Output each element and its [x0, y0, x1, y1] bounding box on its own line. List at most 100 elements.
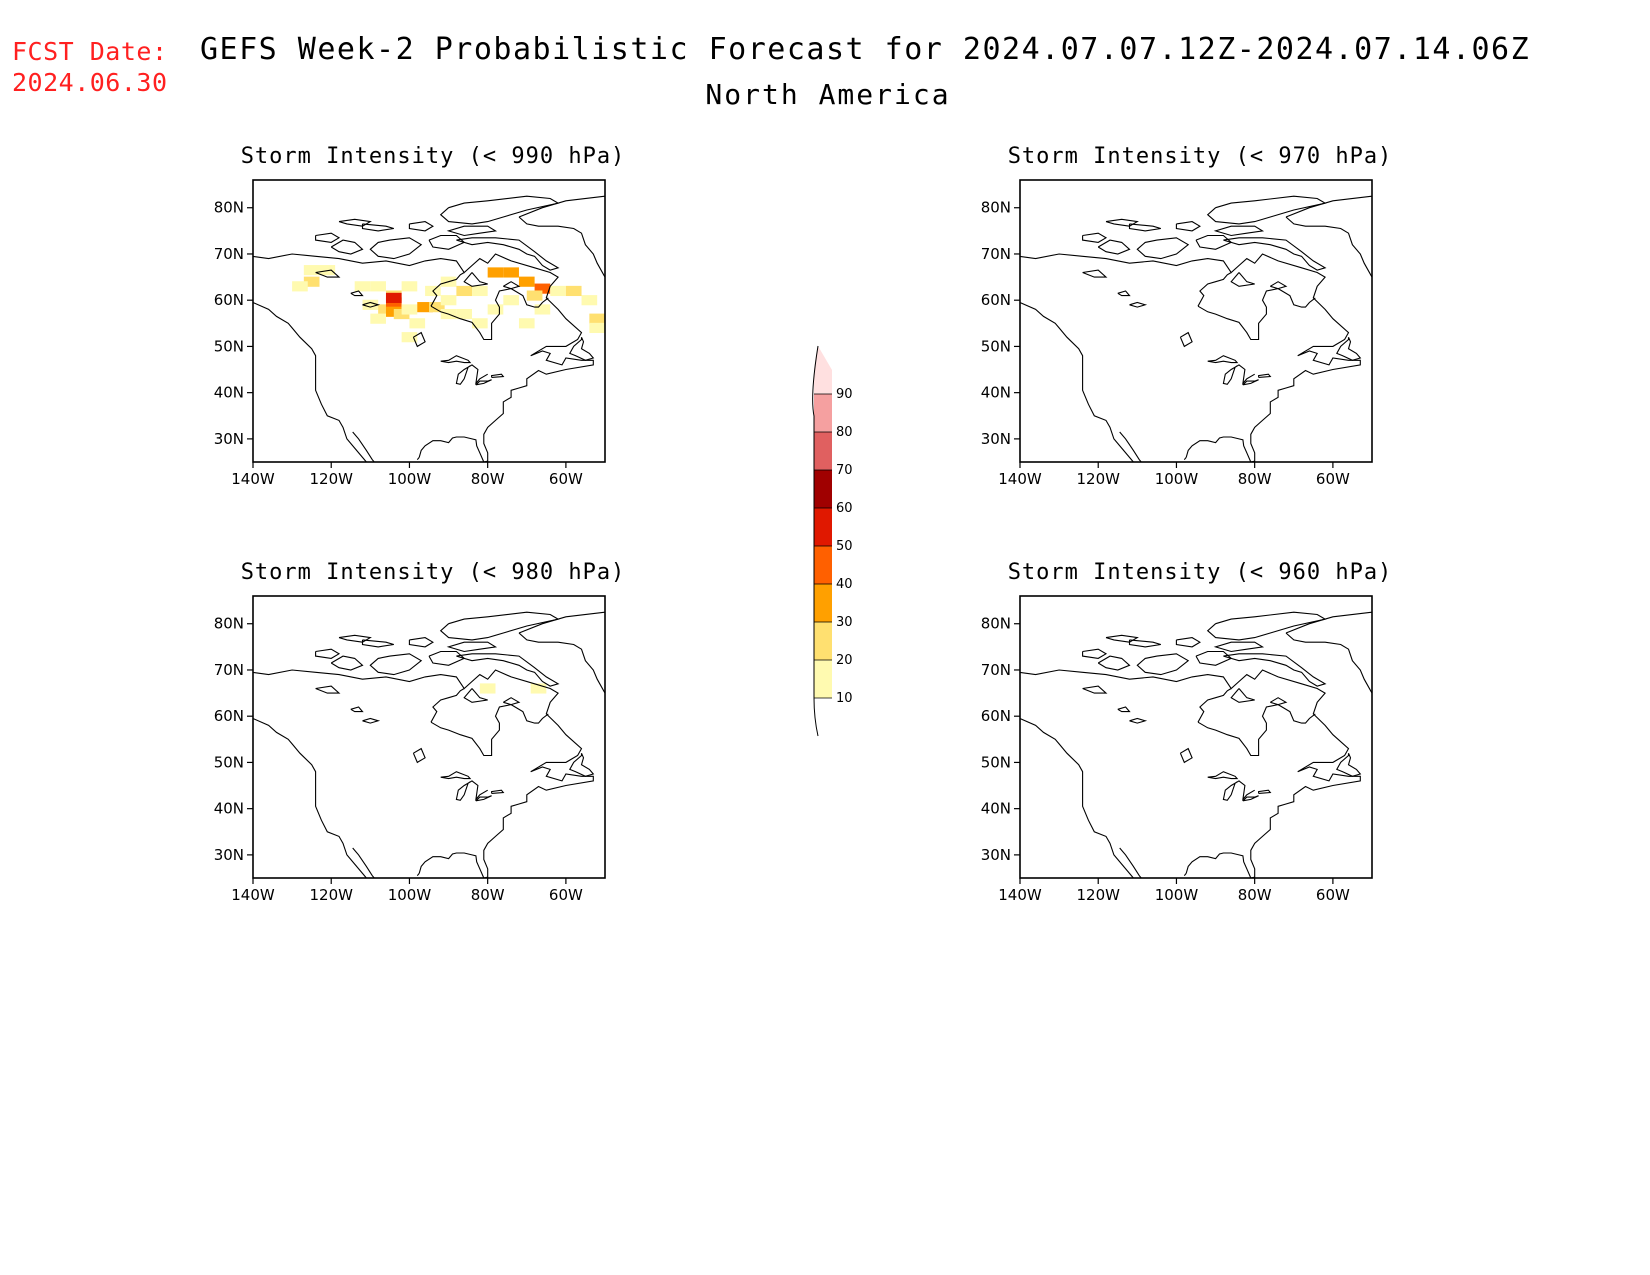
map-content: [253, 180, 605, 462]
coastline: [518, 611, 605, 634]
coastline: [408, 221, 434, 232]
colorbar-legend: 10 20 30 40 50 60 70 80 90: [800, 330, 880, 750]
coastline: [330, 239, 364, 255]
lon-label: 80W: [1238, 886, 1272, 904]
coastline: [1105, 218, 1139, 227]
coastline: [1183, 873, 1187, 877]
colorbar-segment: [814, 346, 832, 394]
coastline: [569, 336, 595, 361]
coastline: [456, 237, 560, 271]
coastline: [1195, 650, 1233, 666]
probability-cell: [526, 290, 543, 301]
coastline: [1195, 234, 1233, 250]
probability-cell: [303, 265, 320, 276]
probability-cell: [534, 304, 551, 315]
map-content: [253, 596, 605, 878]
probability-cell: [503, 267, 519, 278]
coastline: [1213, 641, 1265, 653]
coastline: [1258, 789, 1272, 794]
coastline: [315, 648, 341, 659]
map-panel-970: Storm Intensity (< 970 hPa) 80N 70N 60N 50N…: [940, 144, 1460, 524]
coastline: [1336, 752, 1362, 777]
coastline: [1207, 771, 1239, 780]
coastline: [1179, 747, 1193, 764]
coastline: [1020, 301, 1135, 462]
lat-label: 60N: [214, 291, 244, 309]
colorbar-label: 70: [836, 463, 853, 478]
lon-label: 100W: [1155, 886, 1199, 904]
lon-label: 60W: [1316, 886, 1350, 904]
map-970: 80N 70N 60N 50N 40N 30N 140W 120W 100W 80W 60W: [981, 179, 1373, 488]
colorbar-segment: [814, 470, 832, 508]
map-frame: [252, 179, 606, 463]
probability-cell: [378, 304, 394, 315]
probability-cell: [487, 267, 504, 278]
colorbar-segment: [814, 394, 832, 432]
lon-label: 100W: [1155, 470, 1199, 488]
lat-label: 70N: [214, 661, 244, 679]
coastline: [428, 234, 466, 250]
lat-label: 80N: [981, 199, 1011, 217]
lat-label: 80N: [981, 615, 1011, 633]
probability-cell: [565, 285, 582, 297]
lon-label: 80W: [471, 470, 505, 488]
coastline: [1223, 653, 1327, 687]
coastline: [1097, 655, 1131, 671]
coastline: [1020, 669, 1361, 878]
coastline: [1197, 272, 1232, 307]
lat-label: 50N: [214, 337, 244, 355]
colorbar-label: 80: [836, 425, 853, 440]
coastline: [1097, 239, 1131, 255]
colorbar-label: 60: [836, 501, 853, 516]
probability-cell: [401, 332, 418, 343]
coastline: [1136, 653, 1190, 676]
lat-label: 40N: [981, 384, 1011, 402]
probability-cell: [292, 281, 308, 292]
coastline: [1197, 688, 1232, 723]
probability-cell: [472, 285, 488, 297]
lon-label: 100W: [388, 470, 432, 488]
coastline: [253, 253, 594, 462]
coastline: [1105, 634, 1139, 643]
coastline: [416, 873, 420, 877]
coastline: [1270, 281, 1288, 290]
probability-cell: [385, 292, 402, 303]
panel-title-980: Storm Intensity (< 980 hPa): [240, 560, 626, 585]
probability-cell: [456, 285, 473, 297]
map-panel-980: Storm Intensity (< 980 hPa) 80N 70N 60N 50N…: [173, 560, 693, 940]
coastline: [1285, 611, 1372, 634]
coastline: [350, 290, 364, 297]
lat-label: 30N: [214, 846, 244, 864]
coastline: [338, 218, 372, 227]
forecast-date-value: 2024.06.30: [12, 68, 168, 97]
probability-cell: [429, 302, 445, 313]
map-panel-990: Storm Intensity (< 990 hPa) 80N 70N 60N 50N…: [173, 144, 693, 524]
coastline: [503, 697, 521, 706]
probability-cell: [581, 295, 598, 306]
colorbar-svg: 10 20 30 40 50 60 70 80 90: [812, 345, 853, 737]
coastline: [361, 639, 394, 648]
lon-label: 120W: [1076, 886, 1120, 904]
coastline: [1179, 331, 1193, 348]
coastline: [430, 272, 465, 307]
coastline: [475, 795, 492, 802]
coastline: [315, 232, 341, 243]
coastline: [1129, 301, 1148, 308]
coastline: [1183, 457, 1187, 461]
lat-label: 80N: [214, 615, 244, 633]
map-frame: [1019, 179, 1373, 463]
coastline: [369, 653, 423, 676]
coastline: [1020, 717, 1135, 878]
coastline: [1222, 364, 1255, 386]
lat-label: 30N: [981, 846, 1011, 864]
colorbar-label: 90: [836, 387, 853, 402]
probability-cell: [589, 313, 605, 324]
coastline: [439, 195, 560, 225]
coastline: [1175, 637, 1201, 648]
probability-cell: [550, 285, 566, 297]
coastline: [440, 355, 472, 364]
probability-cell: [409, 318, 426, 329]
coastline: [446, 225, 498, 237]
coastline: [362, 717, 381, 724]
probability-cell: [479, 683, 496, 694]
